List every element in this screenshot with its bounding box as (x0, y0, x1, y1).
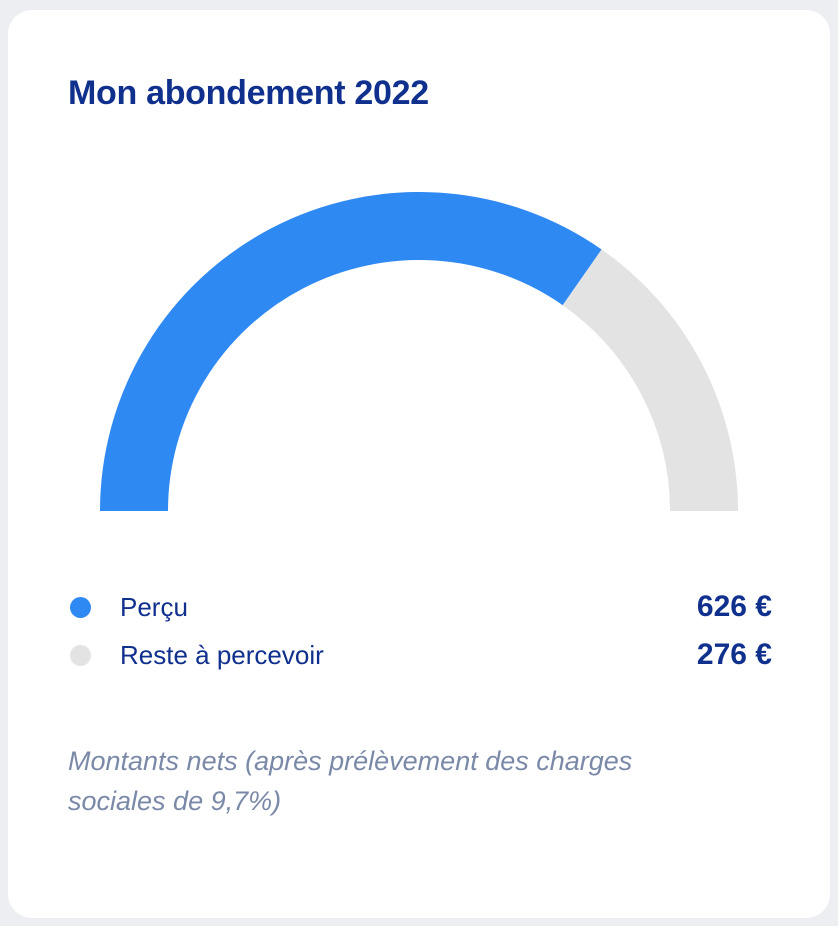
legend-dot-reste-icon (70, 644, 91, 666)
gauge-chart (100, 192, 738, 512)
abondement-card: Mon abondement 2022 Perçu 626 € Reste à … (8, 10, 830, 918)
legend-row-reste: Reste à percevoir 276 € (68, 638, 772, 672)
legend-label-reste: Reste à percevoir (120, 639, 324, 670)
half-donut-gauge-icon (100, 192, 738, 512)
legend-row-percu: Perçu 626 € (68, 590, 772, 624)
page-title: Mon abondement 2022 (68, 74, 429, 112)
legend-value-reste: 276 € (696, 638, 772, 671)
legend: Perçu 626 € Reste à percevoir 276 € (68, 590, 772, 686)
gauge-segment-percu (100, 192, 602, 512)
gauge-segment-reste (562, 249, 738, 512)
legend-dot-percu-icon (70, 596, 91, 618)
legend-label-percu: Perçu (120, 591, 188, 622)
footnote: Montants nets (après prélèvement des cha… (68, 746, 633, 816)
legend-value-percu: 626 € (696, 590, 772, 623)
